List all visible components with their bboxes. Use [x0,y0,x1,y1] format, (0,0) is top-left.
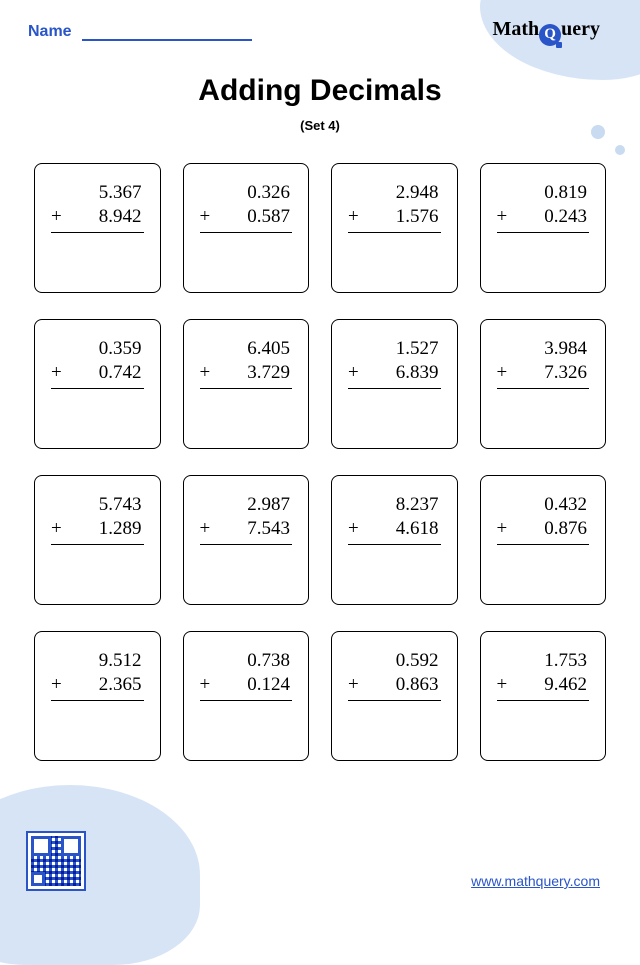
problem-box: 5.367+8.942 [34,163,161,293]
page-subtitle: (Set 4) [0,118,640,133]
operator: + [348,518,359,540]
addend-top: 9.512 [51,650,144,672]
addend-bottom-row: +1.289 [51,518,144,545]
addend-top: 8.237 [348,494,441,516]
addend-bottom: 4.618 [396,518,441,540]
problem-box: 0.432+0.876 [480,475,607,605]
addend-bottom-row: +8.942 [51,206,144,233]
addend-bottom: 0.742 [99,362,144,384]
addend-bottom: 0.587 [247,206,292,228]
addend-bottom-row: +0.742 [51,362,144,389]
addend-bottom: 7.543 [247,518,292,540]
problem-box: 5.743+1.289 [34,475,161,605]
addend-bottom-row: +0.124 [200,674,293,701]
brand-text-post: uery [561,18,600,40]
addend-bottom-row: +0.587 [200,206,293,233]
addend-bottom-row: +7.543 [200,518,293,545]
addend-bottom: 7.326 [544,362,589,384]
name-field[interactable]: Name [28,23,252,41]
addend-bottom: 6.839 [396,362,441,384]
addend-bottom: 9.462 [544,674,589,696]
addend-top: 6.405 [200,338,293,360]
name-input-line[interactable] [82,39,252,41]
addend-bottom-row: +9.462 [497,674,590,701]
addend-top: 0.359 [51,338,144,360]
qr-code-icon [28,833,84,889]
operator: + [200,674,211,696]
addend-top: 1.527 [348,338,441,360]
problem-box: 0.326+0.587 [183,163,310,293]
addend-top: 0.326 [200,182,293,204]
operator: + [51,674,62,696]
addend-bottom-row: +6.839 [348,362,441,389]
problem-box: 6.405+3.729 [183,319,310,449]
addend-top: 0.738 [200,650,293,672]
addend-top: 1.753 [497,650,590,672]
addend-bottom-row: +0.863 [348,674,441,701]
addend-bottom-row: +4.618 [348,518,441,545]
addend-top: 0.432 [497,494,590,516]
website-link[interactable]: www.mathquery.com [471,873,600,889]
addend-top: 5.743 [51,494,144,516]
header-row: Name MathQuery [0,0,640,46]
addend-bottom: 2.365 [99,674,144,696]
addend-bottom-row: +0.243 [497,206,590,233]
operator: + [348,362,359,384]
addend-bottom: 0.124 [247,674,292,696]
addend-bottom-row: +1.576 [348,206,441,233]
brand-q-icon: Q [539,24,561,46]
addend-bottom-row: +2.365 [51,674,144,701]
addend-bottom-row: +3.729 [200,362,293,389]
page-title: Adding Decimals [0,74,640,108]
addend-bottom: 0.863 [396,674,441,696]
brand-logo: MathQuery [492,18,600,46]
addend-bottom: 3.729 [247,362,292,384]
operator: + [497,362,508,384]
operator: + [200,362,211,384]
addend-top: 0.819 [497,182,590,204]
name-label: Name [28,23,72,40]
addend-top: 5.367 [51,182,144,204]
addend-top: 2.948 [348,182,441,204]
operator: + [348,206,359,228]
problem-box: 3.984+7.326 [480,319,607,449]
operator: + [497,206,508,228]
footer: www.mathquery.com [0,833,640,889]
operator: + [200,518,211,540]
addend-bottom-row: +0.876 [497,518,590,545]
operator: + [348,674,359,696]
operator: + [51,518,62,540]
operator: + [51,362,62,384]
problem-box: 2.948+1.576 [331,163,458,293]
problem-box: 9.512+2.365 [34,631,161,761]
addend-bottom: 1.576 [396,206,441,228]
problem-box: 1.527+6.839 [331,319,458,449]
addend-bottom: 8.942 [99,206,144,228]
problem-box: 1.753+9.462 [480,631,607,761]
problem-box: 2.987+7.543 [183,475,310,605]
addend-top: 3.984 [497,338,590,360]
addend-bottom: 0.243 [544,206,589,228]
problem-box: 0.819+0.243 [480,163,607,293]
problem-grid: 5.367+8.9420.326+0.5872.948+1.5760.819+0… [0,133,640,761]
addend-top: 0.592 [348,650,441,672]
operator: + [497,518,508,540]
addend-top: 2.987 [200,494,293,516]
brand-text-pre: Math [492,18,539,40]
addend-bottom: 1.289 [99,518,144,540]
operator: + [51,206,62,228]
problem-box: 0.359+0.742 [34,319,161,449]
addend-bottom: 0.876 [544,518,589,540]
problem-box: 0.738+0.124 [183,631,310,761]
operator: + [497,674,508,696]
operator: + [200,206,211,228]
problem-box: 8.237+4.618 [331,475,458,605]
problem-box: 0.592+0.863 [331,631,458,761]
addend-bottom-row: +7.326 [497,362,590,389]
